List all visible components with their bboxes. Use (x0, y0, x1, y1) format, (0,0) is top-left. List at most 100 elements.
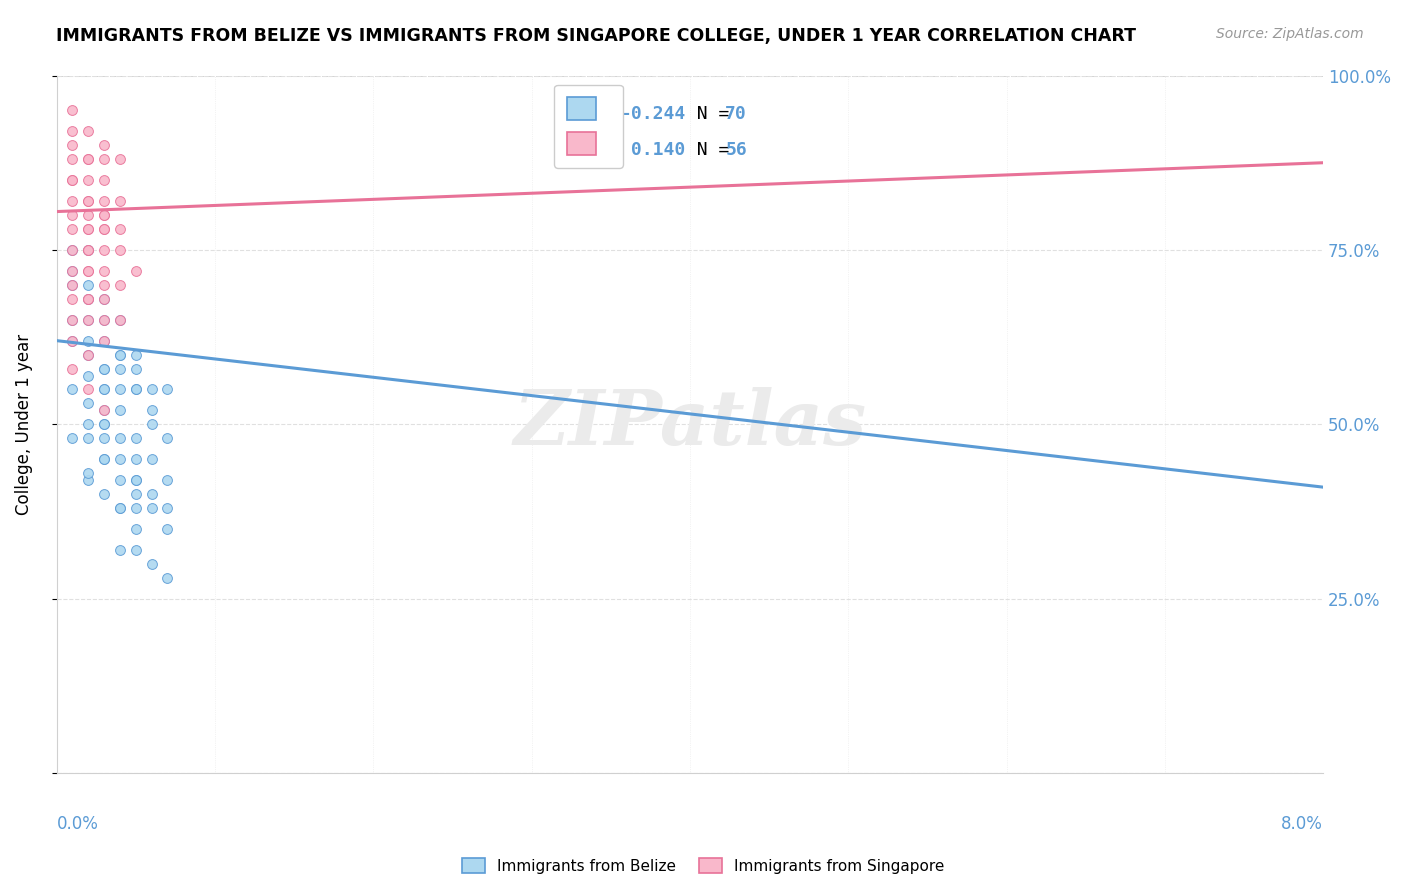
Point (93, 194, 115, 208)
Point (141, 403, 163, 417)
Point (62, 153, 84, 167)
Point (93, 403, 115, 417)
Point (62, 264, 84, 278)
Point (77, 153, 100, 167)
Point (62, 138, 84, 153)
Point (62, 103, 84, 118)
Text: IMMIGRANTS FROM BELIZE VS IMMIGRANTS FROM SINGAPORE COLLEGE, UNDER 1 YEAR CORREL: IMMIGRANTS FROM BELIZE VS IMMIGRANTS FRO… (56, 27, 1136, 45)
Point (108, 403, 131, 417)
Point (93, 222, 115, 236)
Point (125, 452, 148, 467)
Point (108, 153, 131, 167)
Point (125, 501, 148, 516)
Point (93, 487, 115, 501)
Point (62, 292, 84, 306)
Point (77, 417, 100, 432)
Point (93, 452, 115, 467)
Text: R =: R = (576, 141, 620, 159)
Point (93, 264, 115, 278)
Point (108, 431, 131, 445)
Text: R =: R = (576, 105, 620, 123)
Text: ZIPatlas: ZIPatlas (513, 387, 866, 461)
Legend: , : , (554, 85, 623, 168)
Point (77, 292, 100, 306)
Point (77, 208, 100, 222)
Point (62, 334, 84, 348)
Text: 70: 70 (725, 105, 747, 123)
Point (77, 368, 100, 383)
Point (93, 403, 115, 417)
Point (62, 264, 84, 278)
Point (62, 222, 84, 236)
Point (77, 243, 100, 257)
Point (93, 383, 115, 397)
Point (93, 334, 115, 348)
Point (77, 431, 100, 445)
Point (93, 452, 115, 467)
Point (62, 173, 84, 187)
Point (62, 173, 84, 187)
Point (77, 222, 100, 236)
Point (156, 571, 179, 585)
Point (125, 383, 148, 397)
Point (77, 277, 100, 292)
Point (125, 383, 148, 397)
Text: -0.244: -0.244 (620, 105, 686, 123)
Point (93, 334, 115, 348)
Point (62, 277, 84, 292)
Text: 8.0%: 8.0% (1281, 815, 1323, 833)
Point (108, 383, 131, 397)
Point (77, 264, 100, 278)
Point (156, 383, 179, 397)
Point (125, 473, 148, 487)
Point (62, 361, 84, 376)
Text: N =: N = (675, 105, 740, 123)
Point (108, 348, 131, 362)
Point (93, 292, 115, 306)
Point (62, 243, 84, 257)
Point (93, 208, 115, 222)
Point (108, 277, 131, 292)
Point (77, 396, 100, 410)
Point (62, 431, 84, 445)
Point (156, 501, 179, 516)
Point (93, 153, 115, 167)
Point (125, 431, 148, 445)
Point (62, 312, 84, 326)
Point (62, 277, 84, 292)
Point (156, 431, 179, 445)
Point (77, 173, 100, 187)
Legend: Immigrants from Belize, Immigrants from Singapore: Immigrants from Belize, Immigrants from … (456, 852, 950, 880)
Point (108, 222, 131, 236)
Point (77, 243, 100, 257)
Text: 0.140: 0.140 (620, 141, 686, 159)
Point (93, 208, 115, 222)
Point (62, 208, 84, 222)
Point (77, 312, 100, 326)
Point (77, 348, 100, 362)
Point (141, 383, 163, 397)
Point (93, 383, 115, 397)
Point (108, 452, 131, 467)
Point (62, 383, 84, 397)
Point (93, 361, 115, 376)
Point (108, 361, 131, 376)
Point (125, 473, 148, 487)
Point (93, 431, 115, 445)
Point (93, 292, 115, 306)
Point (77, 383, 100, 397)
Point (77, 264, 100, 278)
Text: 56: 56 (725, 141, 747, 159)
Point (93, 243, 115, 257)
Point (77, 312, 100, 326)
Point (125, 487, 148, 501)
Point (125, 348, 148, 362)
Point (141, 501, 163, 516)
Point (108, 501, 131, 516)
Point (93, 222, 115, 236)
Point (108, 243, 131, 257)
Text: 0.0%: 0.0% (56, 815, 98, 833)
Y-axis label: College, Under 1 year: College, Under 1 year (15, 334, 32, 515)
Point (93, 277, 115, 292)
Point (62, 312, 84, 326)
